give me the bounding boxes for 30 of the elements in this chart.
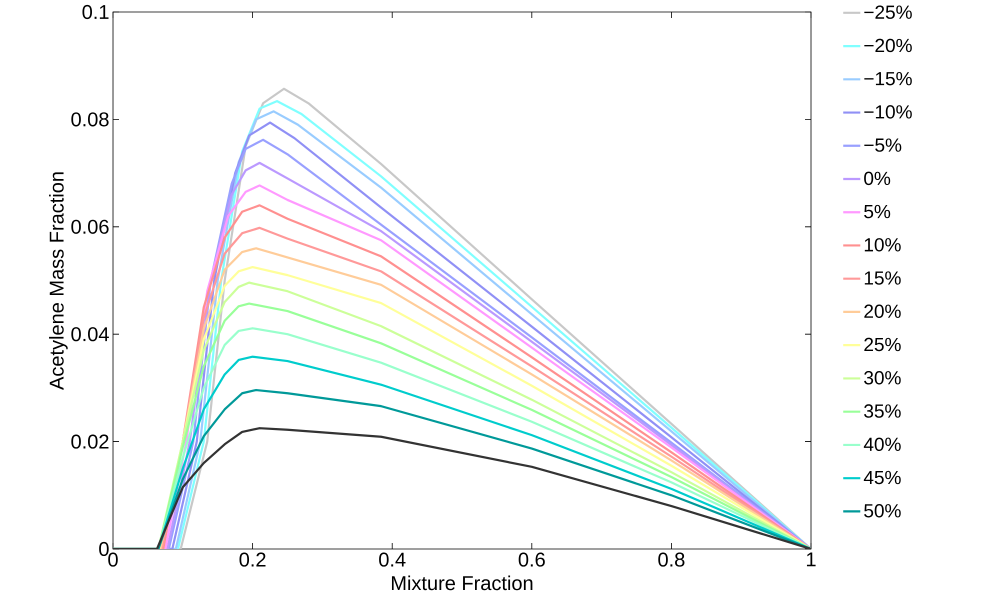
legend-label: 40% [864, 438, 901, 452]
y-tick-label: 0.08 [71, 112, 109, 126]
legend-label: 5% [864, 204, 890, 218]
y-tick-label: 0.02 [71, 434, 108, 449]
legend-label: −25% [864, 5, 912, 19]
x-tick-label: 0.6 [518, 552, 545, 567]
legend-label: −15% [864, 72, 912, 86]
y-tick-label: 0.1 [82, 4, 108, 20]
x-tick-label: 0.8 [658, 552, 684, 567]
x-tick-label: 0 [108, 552, 118, 567]
legend-label: −20% [864, 38, 912, 52]
legend-label: 0% [864, 172, 890, 186]
y-tick-label: 0 [99, 542, 109, 556]
legend-label: 35% [864, 404, 901, 418]
legend-label: 30% [864, 371, 901, 384]
legend-label: 25% [864, 338, 901, 352]
legend-label: 10% [864, 238, 901, 252]
legend-label: −5% [864, 138, 902, 152]
legend-label: 45% [864, 470, 901, 484]
legend-label: 50% [864, 504, 901, 518]
y-tick-label: 0.04 [71, 327, 109, 342]
legend-label: −10% [864, 105, 912, 119]
x-tick-label: 0.4 [379, 552, 406, 567]
x-axis-title: Mixture Fraction [392, 576, 532, 590]
y-tick-label: 0.06 [71, 220, 109, 234]
x-tick-label: 0.2 [239, 552, 266, 567]
x-tick-label: 1 [806, 552, 816, 566]
legend-label: 20% [864, 304, 901, 318]
legend-label: 15% [864, 271, 901, 285]
y-axis-title: Acetylene Mass Fraction [49, 172, 68, 390]
